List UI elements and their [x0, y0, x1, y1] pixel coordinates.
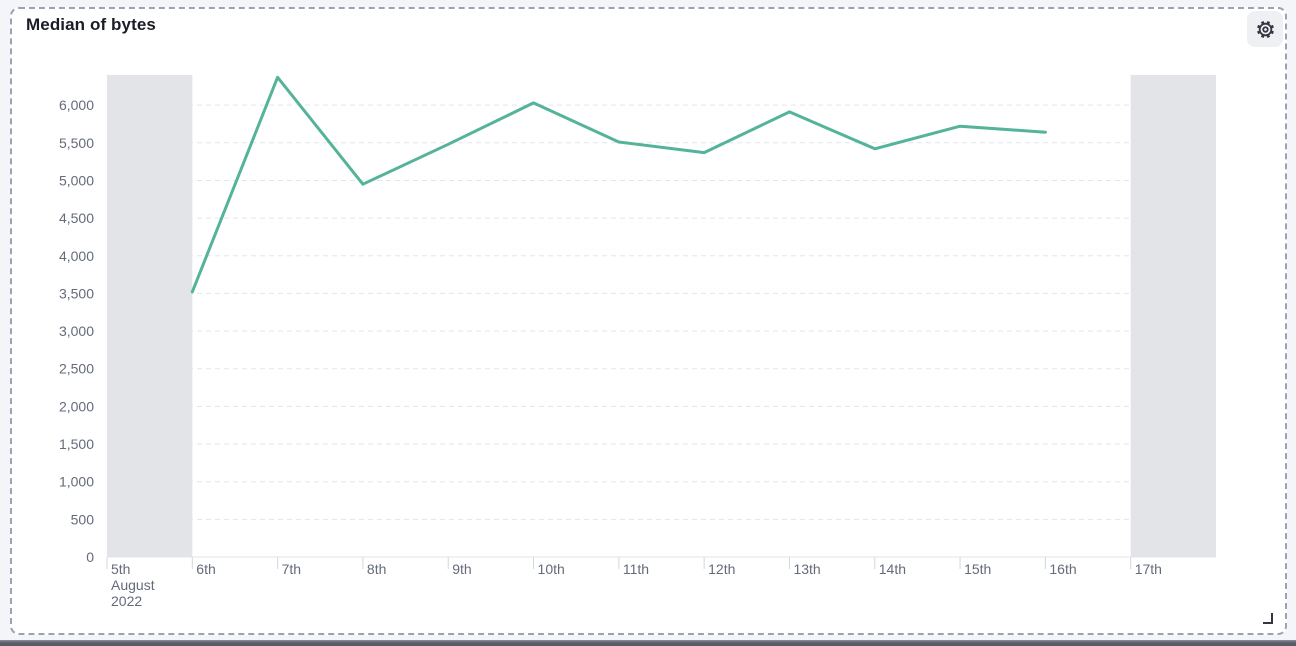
line-chart[interactable]: 0 500 1,000 1,500 2,000 2,500 3,000 3,500 4,000 4… — [12, 9, 1285, 633]
svg-text:500: 500 — [71, 511, 95, 527]
svg-text:4,500: 4,500 — [59, 210, 94, 226]
svg-text:0: 0 — [86, 549, 94, 565]
svg-text:8th: 8th — [367, 561, 386, 577]
svg-text:3,000: 3,000 — [59, 323, 94, 339]
gridlines — [107, 104, 1216, 558]
svg-text:7th: 7th — [282, 561, 301, 577]
svg-text:4,000: 4,000 — [59, 248, 94, 264]
svg-text:17th: 17th — [1135, 561, 1162, 577]
series-line — [190, 75, 1047, 294]
gear-icon — [1256, 20, 1274, 38]
svg-text:2,000: 2,000 — [59, 398, 94, 414]
svg-text:11th: 11th — [623, 561, 649, 577]
bottom-bar — [0, 640, 1296, 646]
svg-text:10th: 10th — [538, 561, 565, 577]
svg-text:5th: 5th — [111, 561, 130, 577]
svg-text:2,500: 2,500 — [59, 361, 94, 377]
panel-title: Median of bytes — [26, 15, 156, 34]
resize-handle-icon[interactable] — [1263, 613, 1273, 624]
svg-text:16th: 16th — [1049, 561, 1076, 577]
svg-text:1,000: 1,000 — [59, 474, 94, 490]
svg-text:August: August — [111, 577, 155, 593]
chart-panel: Median of bytes 0 500 1,000 1,500 2,000 2,500… — [10, 7, 1287, 635]
svg-text:15th: 15th — [964, 561, 991, 577]
svg-text:5,000: 5,000 — [59, 172, 94, 188]
svg-text:9th: 9th — [452, 561, 471, 577]
chart-svg: 0 500 1,000 1,500 2,000 2,500 3,000 3,500 4,000 4… — [59, 75, 1216, 609]
svg-text:2022: 2022 — [111, 593, 142, 609]
svg-text:5,500: 5,500 — [59, 135, 94, 151]
svg-text:3,500: 3,500 — [59, 285, 94, 301]
svg-text:12th: 12th — [708, 561, 735, 577]
svg-text:13th: 13th — [793, 561, 820, 577]
svg-text:6th: 6th — [196, 561, 215, 577]
y-axis-labels: 0 500 1,000 1,500 2,000 2,500 3,000 3,500 4,000 4… — [59, 97, 94, 565]
gear-glyph — [1256, 20, 1274, 38]
panel-settings-button[interactable] — [1247, 11, 1283, 47]
svg-text:1,500: 1,500 — [59, 436, 94, 452]
svg-text:6,000: 6,000 — [59, 97, 94, 113]
panel-header: Median of bytes — [12, 9, 1285, 53]
partial-bucket-bands — [107, 75, 1216, 557]
svg-text:14th: 14th — [879, 561, 906, 577]
